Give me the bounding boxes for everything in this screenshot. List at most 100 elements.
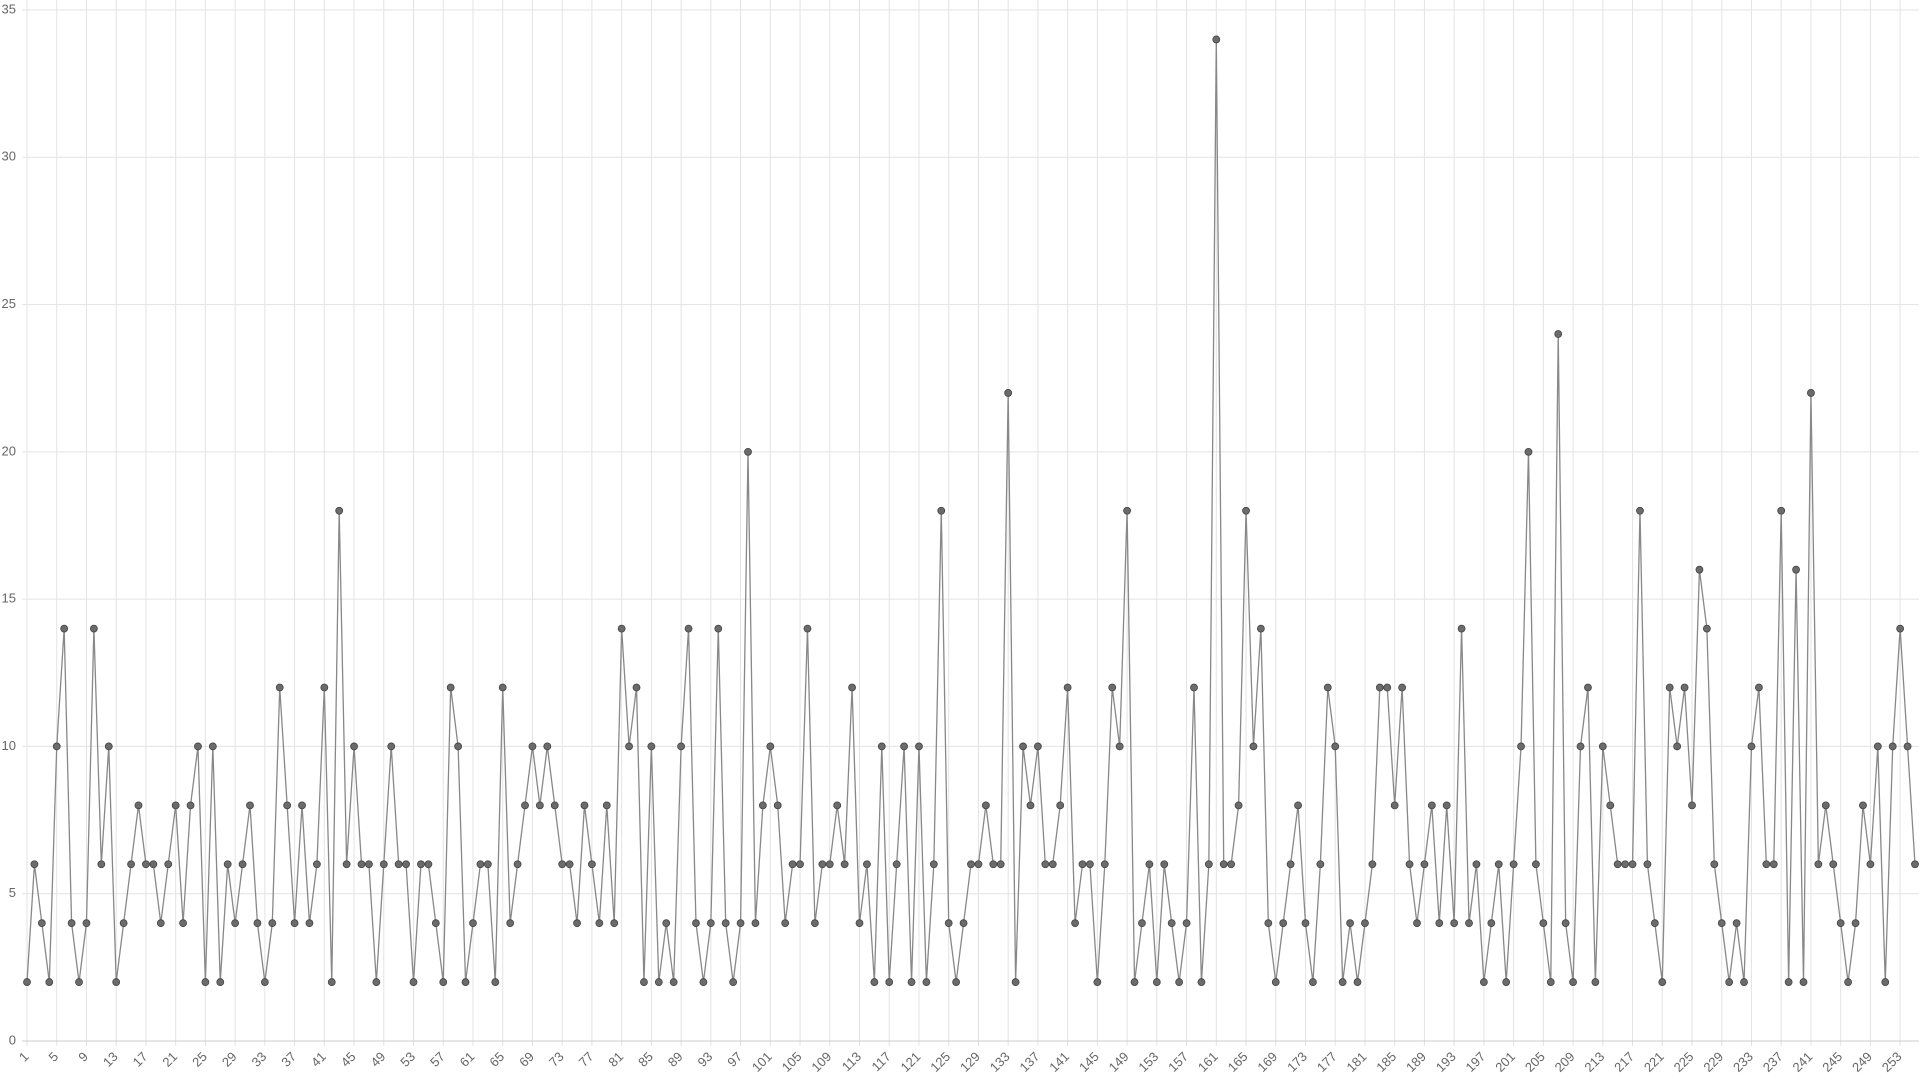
point (558, 860, 567, 869)
point (335, 506, 344, 515)
point (1338, 978, 1347, 986)
x-tick-label: 133 (987, 1049, 1013, 1075)
point (1026, 801, 1035, 810)
point (543, 742, 552, 751)
x-tick-label: 245 (1819, 1049, 1845, 1075)
point (1227, 860, 1236, 869)
point (1375, 683, 1384, 692)
point (1301, 919, 1310, 928)
point (461, 978, 470, 986)
point (1078, 860, 1087, 869)
point (1881, 978, 1890, 986)
point (1204, 860, 1213, 869)
point (625, 742, 633, 751)
point (937, 506, 946, 515)
point (1873, 742, 1882, 751)
point (892, 860, 901, 869)
point (1502, 978, 1511, 986)
point (944, 919, 953, 928)
point (1086, 860, 1094, 869)
point (171, 801, 180, 810)
point (907, 978, 916, 986)
point (833, 801, 842, 810)
point (253, 919, 262, 928)
x-tick-label: 205 (1522, 1049, 1548, 1075)
point (781, 919, 790, 928)
y-tick-label: 20 (2, 443, 16, 458)
x-tick-label: 197 (1462, 1049, 1488, 1075)
point (1591, 978, 1600, 986)
x-tick-label: 81 (605, 1049, 626, 1070)
x-tick-label: 189 (1403, 1049, 1429, 1075)
point (1242, 506, 1250, 515)
point (1888, 742, 1897, 751)
point (320, 683, 329, 692)
x-tick-label: 73 (546, 1049, 567, 1070)
point (216, 978, 225, 986)
point (1413, 919, 1421, 928)
point (647, 742, 656, 751)
point (1130, 978, 1139, 986)
x-tick-label: 109 (808, 1049, 834, 1075)
point (863, 860, 871, 869)
point (1420, 860, 1429, 869)
point (588, 860, 596, 869)
point (595, 919, 604, 928)
x-tick-label: 69 (516, 1049, 537, 1070)
point (1033, 742, 1042, 751)
x-tick-label: 33 (249, 1049, 270, 1070)
point (186, 801, 195, 810)
point (379, 860, 388, 869)
point (45, 978, 54, 986)
point (1398, 683, 1407, 692)
point (1695, 565, 1704, 574)
point (498, 683, 507, 692)
point (1234, 801, 1243, 810)
x-tick-label: 77 (576, 1049, 597, 1070)
x-tick-label: 149 (1106, 1049, 1132, 1075)
point (610, 919, 619, 928)
point (521, 801, 529, 810)
point (1769, 860, 1778, 869)
point (1138, 919, 1146, 928)
point (1294, 801, 1302, 810)
point (811, 919, 819, 928)
point (1859, 801, 1867, 810)
point (1249, 742, 1258, 751)
point (1561, 919, 1570, 928)
point (1175, 978, 1184, 986)
point (417, 860, 425, 869)
point (1762, 860, 1771, 869)
point (327, 978, 336, 986)
x-tick-label: 237 (1760, 1049, 1786, 1075)
point (104, 742, 113, 751)
x-tick-label: 233 (1730, 1049, 1756, 1075)
point (424, 860, 433, 869)
point (840, 860, 849, 869)
point (179, 919, 187, 928)
point (1792, 565, 1800, 574)
point (1680, 683, 1689, 692)
point (1465, 919, 1473, 928)
point (981, 801, 990, 810)
point (1576, 742, 1585, 751)
x-tick-label: 13 (100, 1049, 121, 1070)
x-tick-label: 181 (1344, 1049, 1370, 1075)
point (1167, 919, 1176, 928)
point (409, 978, 418, 986)
point (1710, 860, 1719, 869)
point (1063, 683, 1072, 692)
x-tick-label: 5 (46, 1049, 62, 1065)
point (89, 624, 98, 633)
point (1539, 919, 1548, 928)
point (684, 624, 693, 633)
x-tick-label: 173 (1284, 1049, 1310, 1075)
point (491, 978, 500, 986)
point (1108, 683, 1117, 692)
point (922, 978, 931, 986)
point (692, 919, 700, 928)
x-tick-label: 25 (189, 1049, 210, 1070)
x-tick-label: 177 (1314, 1049, 1340, 1075)
x-tick-label: 201 (1492, 1049, 1518, 1075)
point (677, 742, 686, 751)
